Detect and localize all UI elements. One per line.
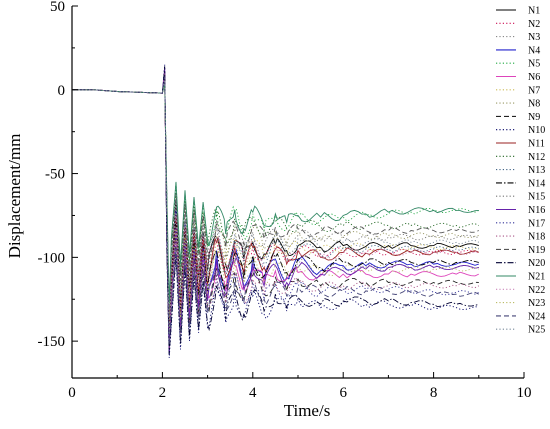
ticks: 0 2 4 6 8 10 50 0 -50 -100 -150 [38,0,532,401]
legend-label-n9: N9 [528,112,540,123]
legend-label-n5: N5 [528,59,540,70]
legend-label-n19: N19 [528,245,545,256]
series-line-n10 [72,64,479,358]
x-tick-label: 2 [159,385,167,401]
series-line-n13 [72,79,479,333]
series-line-n7 [72,82,479,328]
y-tick-label: 0 [58,83,66,99]
legend-label-n15: N15 [528,192,545,203]
legend-label-n4: N4 [528,45,540,56]
x-tick-label: 0 [68,385,76,401]
series-line-n17 [72,76,479,342]
series-line-n11 [72,78,479,338]
y-tick-label: -150 [38,334,66,350]
series-line-n5 [72,79,479,317]
y-axis-title: Displacement/mm [5,134,24,259]
legend-label-n12: N12 [528,152,545,163]
series-line-n14 [72,74,479,345]
series-line-n23 [72,81,479,332]
series-line-n4 [72,72,479,355]
legend-label-n8: N8 [528,99,540,110]
legend-label-n22: N22 [528,285,545,296]
legend-label-n23: N23 [528,298,545,309]
x-tick-label: 4 [249,385,257,401]
series-line-n8 [72,84,479,322]
y-tick-label: 50 [50,0,65,15]
x-tick-label: 10 [517,385,532,401]
y-tick-label: -50 [45,167,65,183]
series-line-n18 [72,72,480,348]
series-line-n12 [72,82,479,312]
x-tick-label: 8 [430,385,438,401]
legend-label-n20: N20 [528,258,545,269]
legend-label-n14: N14 [528,178,545,189]
series-line-n20 [72,66,479,355]
legend-label-n16: N16 [528,205,545,216]
series-line-n15 [72,81,479,325]
legend-label-n6: N6 [528,72,540,83]
x-tick-label: 6 [339,385,347,401]
series-line-n21 [72,84,479,305]
legend-label-n1: N1 [528,6,540,17]
series-line-n9 [72,71,479,353]
legend-label-n7: N7 [528,85,540,96]
legend-label-n21: N21 [528,272,545,283]
legend-label-n10: N10 [528,125,545,136]
legend-label-n13: N13 [528,165,545,176]
y-tick-label: -100 [38,250,66,266]
legend-label-n18: N18 [528,232,545,243]
legend-label-n3: N3 [528,32,540,43]
series-line-n24 [72,76,479,345]
legend-label-n24: N24 [528,311,545,322]
legend-label-n17: N17 [528,218,545,229]
legend: N1 N2 N3 N4 N5 N6 N7 N8 N9 N10 N11 N12 N13 N14 N15 N16 N… [496,6,545,336]
x-axis-title: Time/s [284,401,331,420]
series-line-n25 [72,79,479,335]
series-line-n16 [72,67,479,352]
legend-label-n2: N2 [528,19,540,30]
plot-lines [72,64,480,358]
series-line-n19 [72,82,479,318]
legend-label-n25: N25 [528,325,545,336]
legend-label-n11: N11 [528,139,545,150]
axes [71,6,524,379]
